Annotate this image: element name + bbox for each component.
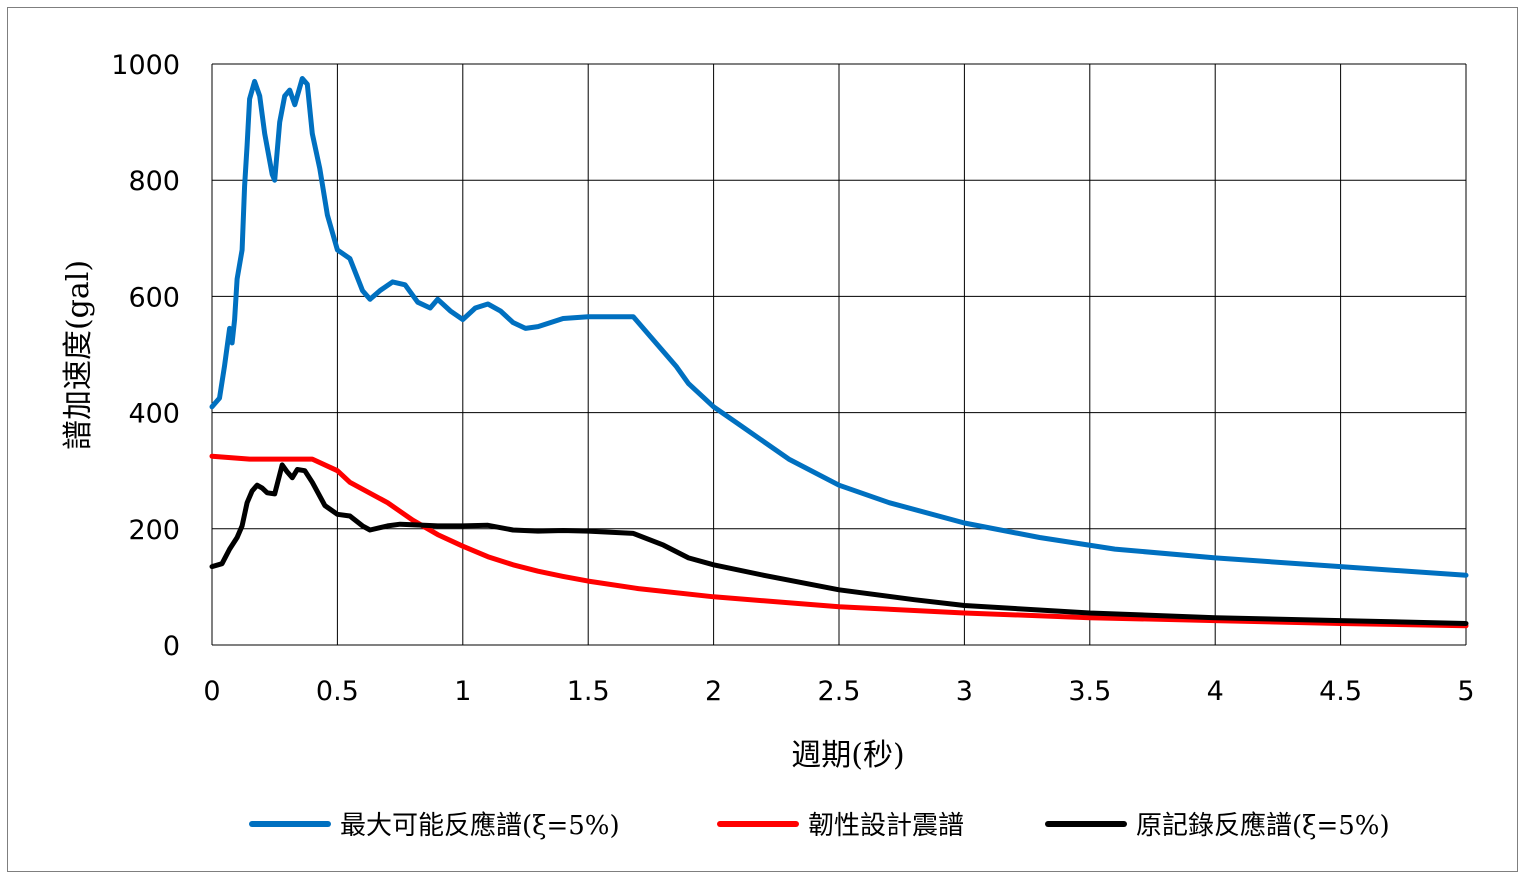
x-tick-label: 1 — [454, 676, 471, 707]
x-tick-label: 0.5 — [316, 676, 359, 707]
y-tick-label: 1000 — [111, 50, 180, 81]
y-tick-labels: 0 200 400 600 800 1000 — [111, 50, 180, 662]
grid — [211, 63, 1467, 646]
x-tick-label: 3 — [956, 676, 973, 707]
x-tick-label: 4.5 — [1319, 676, 1362, 707]
x-tick-label: 3.5 — [1068, 676, 1111, 707]
series-line-0 — [209, 76, 1469, 578]
legend-label-2: 原記錄反應譜(ξ=5%) — [1136, 811, 1390, 841]
y-tick-label: 0 — [163, 631, 180, 662]
y-tick-label: 400 — [128, 399, 180, 430]
legend-label-1: 韌性設計震譜 — [808, 811, 964, 841]
x-tick-label: 1.5 — [567, 676, 610, 707]
y-axis-label: 譜加速度(gal) — [61, 260, 96, 450]
legend: 最大可能反應譜(ξ=5%) 韌性設計震譜 原記錄反應譜(ξ=5%) — [249, 811, 1390, 841]
x-tick-labels: 0 0.5 1 1.5 2 2.5 3 3.5 4 4.5 5 — [203, 676, 1474, 707]
series-line-2 — [209, 462, 1469, 626]
y-tick-label: 600 — [128, 282, 180, 313]
series-group — [209, 76, 1469, 629]
x-tick-label: 0 — [203, 676, 220, 707]
y-tick-label: 800 — [128, 166, 180, 197]
y-tick-label: 200 — [128, 515, 180, 546]
x-tick-label: 2.5 — [818, 676, 861, 707]
x-tick-label: 4 — [1207, 676, 1224, 707]
x-tick-label: 5 — [1457, 676, 1474, 707]
series-line-1 — [209, 453, 1469, 629]
x-tick-label: 2 — [705, 676, 722, 707]
x-axis-label: 週期(秒) — [791, 738, 904, 773]
legend-label-0: 最大可能反應譜(ξ=5%) — [340, 811, 620, 841]
